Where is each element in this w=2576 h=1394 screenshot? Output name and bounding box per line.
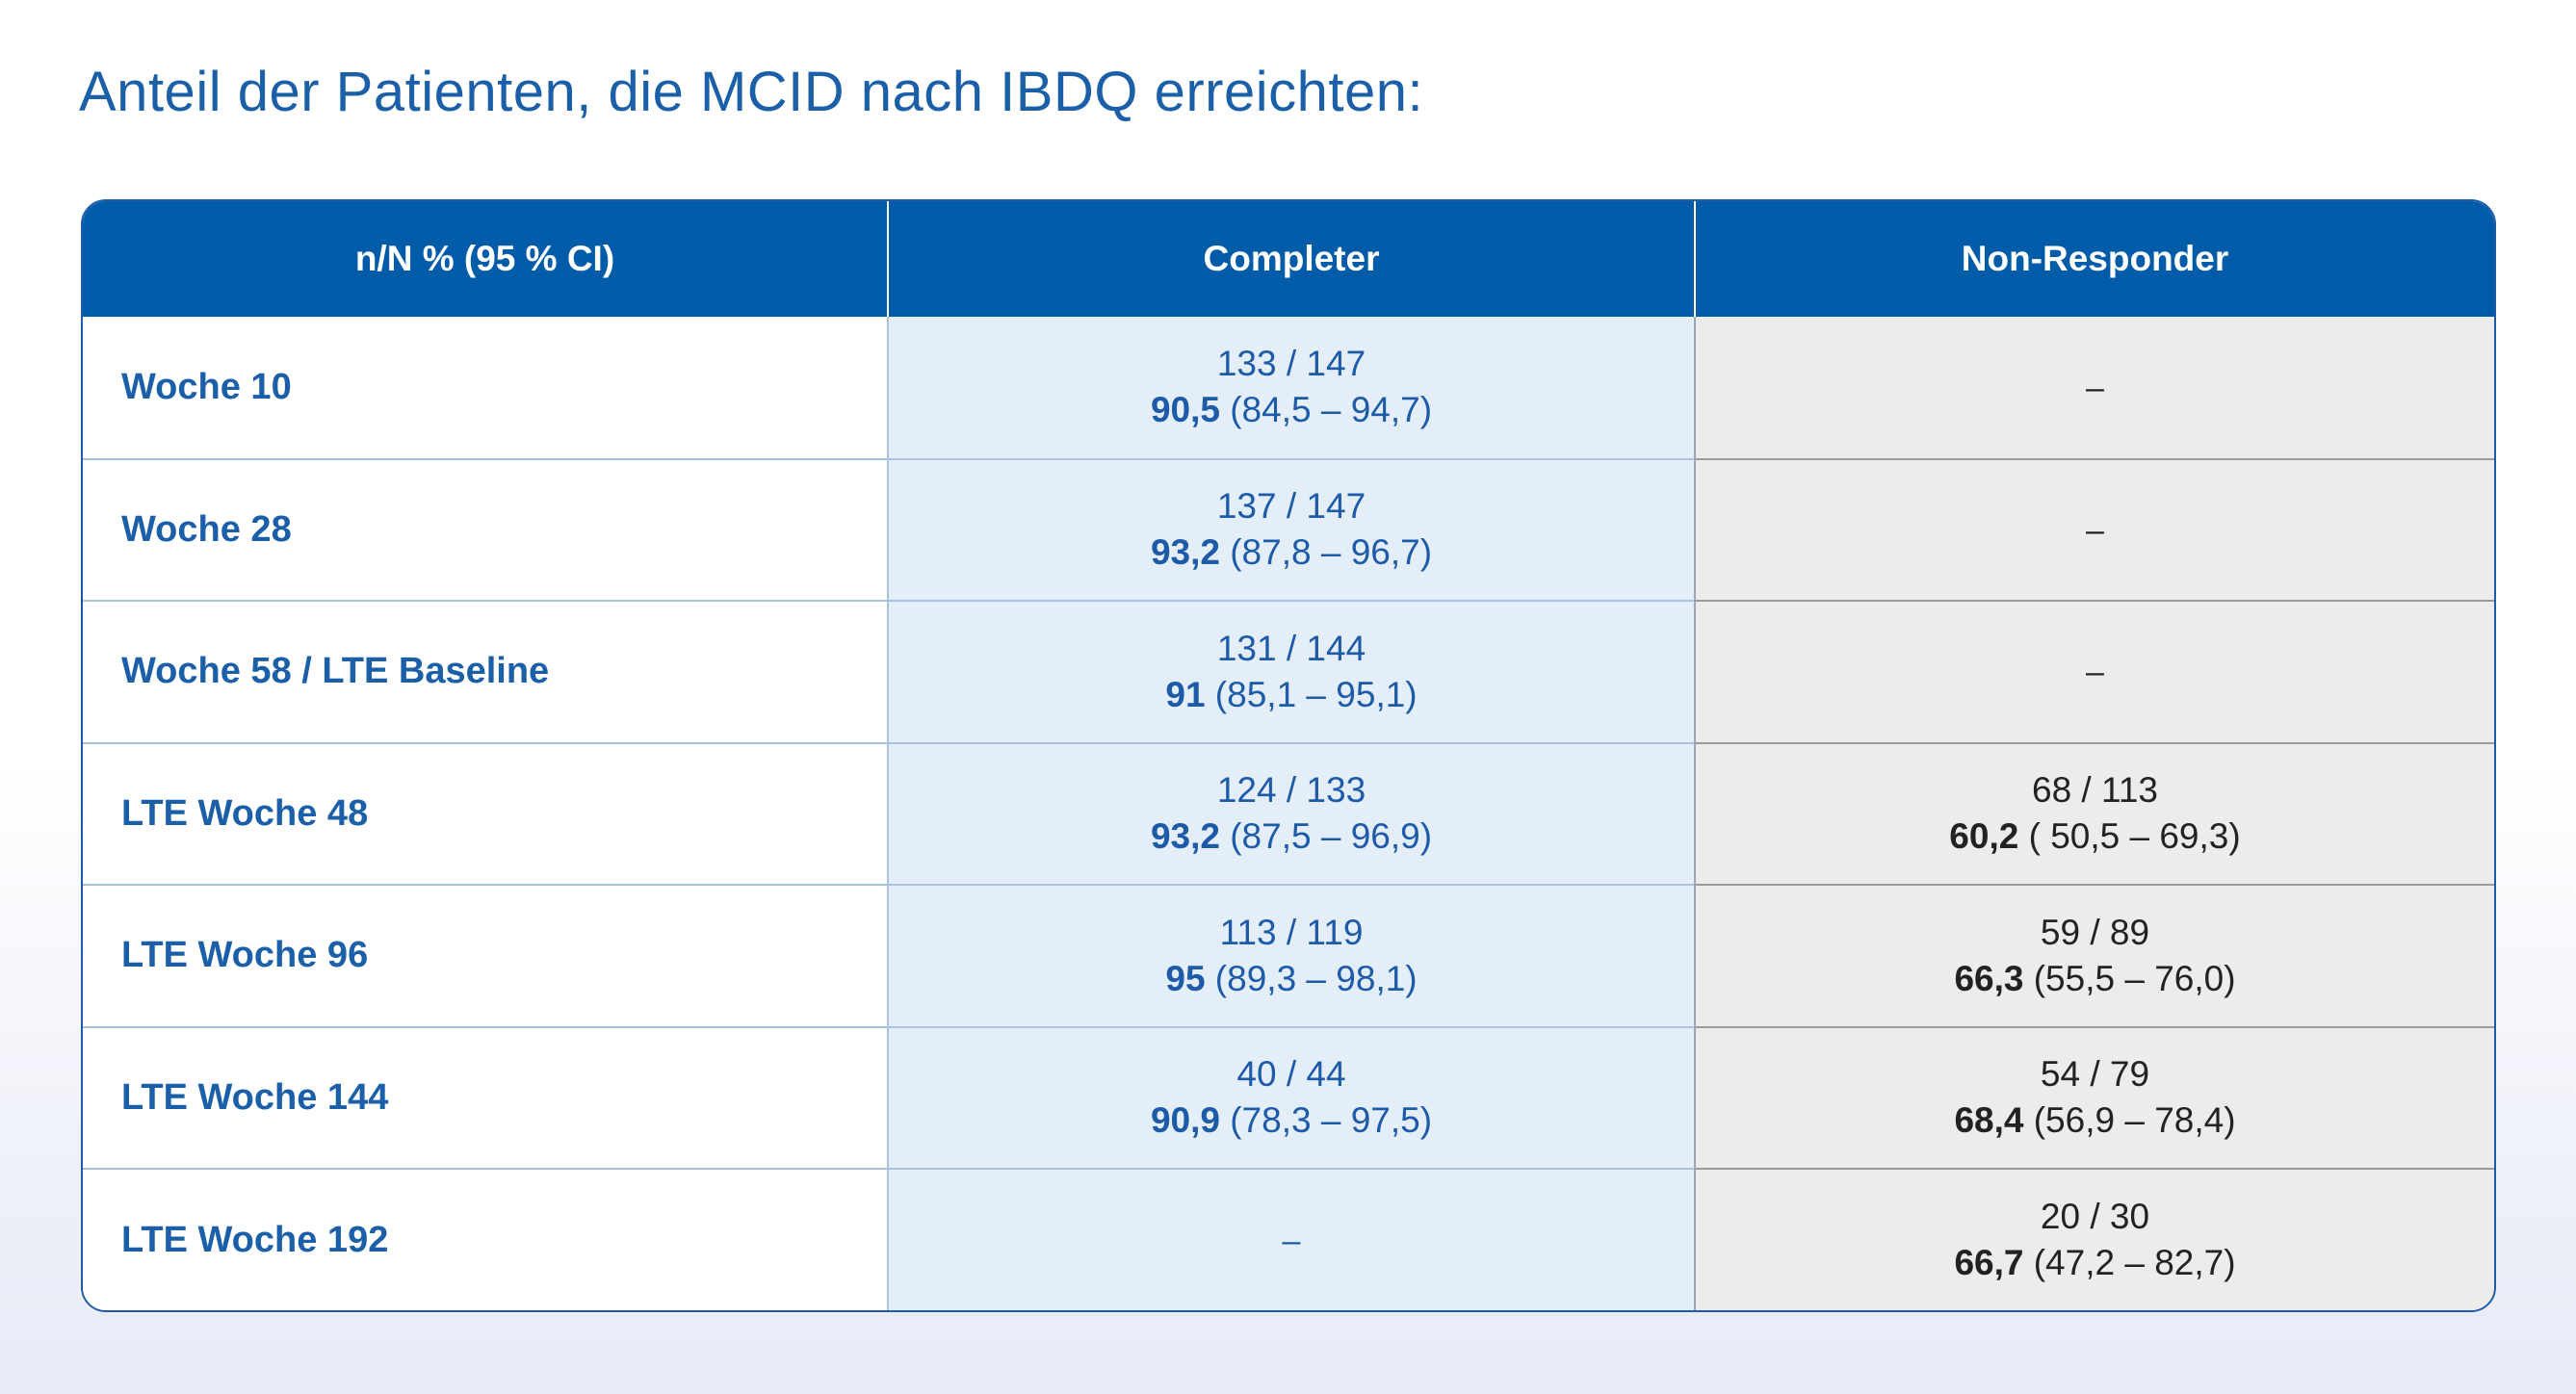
non-responder-percent-line: 68,4 (56,9 – 78,4) [1954,1100,2235,1140]
non-responder-ci: (56,9 – 78,4) [2023,1100,2236,1141]
completer-n-of-n: 131 / 144 [1216,628,1366,668]
non-responder-cell: 59 / 89 66,3 (55,5 – 76,0) [1695,884,2494,1027]
completer-cell: 137 / 147 93,2 (87,8 – 96,7) [888,457,1696,601]
table-row: Woche 28 137 / 147 93,2 (87,8 – 96,7) – [83,457,2494,601]
non-responder-cell: 68 / 113 60,2 ( 50,5 – 69,3) [1695,741,2494,885]
header-completer: Completer [887,201,1695,317]
completer-percent-line: 90,5 (84,5 – 94,7) [1151,390,1432,429]
completer-n-of-n: 113 / 119 [1219,912,1364,952]
header-metric: n/N % (95 % CI) [83,201,888,317]
non-responder-percent-line: 60,2 ( 50,5 – 69,3) [1949,816,2240,856]
row-label: LTE Woche 192 [83,1168,889,1310]
completer-n-of-n: 133 / 147 [1216,344,1366,384]
non-responder-percent: 66,7 [1954,1243,2024,1283]
completer-ci: (85,1 – 95,1) [1205,674,1418,714]
non-responder-empty: – [2086,654,2104,691]
row-label: Woche 28 [83,457,889,601]
row-label: LTE Woche 96 [83,884,889,1027]
completer-percent-line: 91 (85,1 – 95,1) [1165,675,1417,714]
non-responder-cell: – [1695,317,2494,459]
row-label: LTE Woche 144 [83,1025,889,1169]
table-row: LTE Woche 48 124 / 133 93,2 (87,5 – 96,9… [83,741,2494,885]
completer-ci: (84,5 – 94,7) [1219,390,1433,430]
completer-cell: 124 / 133 93,2 (87,5 – 96,9) [888,741,1696,885]
completer-percent-line: 93,2 (87,8 – 96,7) [1151,532,1432,572]
completer-cell: 133 / 147 90,5 (84,5 – 94,7) [888,317,1696,459]
table-row: LTE Woche 96 113 / 119 95 (89,3 – 98,1) … [83,884,2494,1027]
non-responder-ci: (55,5 – 76,0) [2023,958,2236,998]
row-label: LTE Woche 48 [83,741,889,885]
completer-percent-line: 90,9 (78,3 – 97,5) [1151,1100,1432,1140]
completer-ci: (87,5 – 96,9) [1219,816,1433,857]
table-row: Woche 58 / LTE Baseline 131 / 144 91 (85… [83,600,2494,743]
completer-empty: – [1282,1222,1301,1259]
non-responder-n-of-n: 59 / 89 [2040,912,2150,952]
non-responder-cell: 54 / 79 68,4 (56,9 – 78,4) [1695,1025,2494,1169]
non-responder-percent: 68,4 [1954,1100,2024,1141]
table-header-row: n/N % (95 % CI) Completer Non-Responder [83,201,2494,317]
non-responder-cell: 20 / 30 66,7 (47,2 – 82,7) [1695,1168,2494,1310]
completer-percent: 90,5 [1150,390,1220,430]
completer-percent: 93,2 [1150,532,1220,573]
completer-cell: 113 / 119 95 (89,3 – 98,1) [888,884,1696,1027]
results-table: n/N % (95 % CI) Completer Non-Responder … [81,199,2496,1312]
non-responder-n-of-n: 68 / 113 [2032,770,2158,811]
non-responder-cell: – [1695,457,2494,601]
non-responder-n-of-n: 54 / 79 [2040,1054,2150,1095]
completer-n-of-n: 137 / 147 [1216,486,1366,527]
non-responder-ci: (47,2 – 82,7) [2023,1243,2236,1283]
completer-n-of-n: 40 / 44 [1236,1054,1346,1095]
non-responder-empty: – [2086,511,2104,549]
completer-cell: – [888,1168,1696,1310]
table-row: Woche 10 133 / 147 90,5 (84,5 – 94,7) – [83,317,2494,459]
completer-ci: (89,3 – 98,1) [1205,958,1418,998]
table-row: LTE Woche 144 40 / 44 90,9 (78,3 – 97,5)… [83,1025,2494,1169]
non-responder-percent-line: 66,7 (47,2 – 82,7) [1954,1243,2235,1282]
row-label: Woche 58 / LTE Baseline [83,600,889,743]
non-responder-percent: 60,2 [1949,816,2019,857]
non-responder-n-of-n: 20 / 30 [2040,1197,2150,1237]
row-label: Woche 10 [83,317,889,459]
completer-percent-line: 93,2 (87,5 – 96,9) [1151,816,1432,856]
table-row: LTE Woche 192 – 20 / 30 66,7 (47,2 – 82,… [83,1168,2494,1310]
non-responder-empty: – [2086,369,2104,406]
non-responder-ci: ( 50,5 – 69,3) [2018,816,2241,857]
completer-cell: 131 / 144 91 (85,1 – 95,1) [888,600,1696,743]
page-title: Anteil der Patienten, die MCID nach IBDQ… [79,61,1424,123]
completer-percent: 90,9 [1150,1100,1220,1141]
completer-cell: 40 / 44 90,9 (78,3 – 97,5) [888,1025,1696,1169]
completer-percent: 91 [1165,674,1206,714]
completer-percent: 95 [1165,958,1206,998]
header-non-responder: Non-Responder [1694,201,2494,317]
non-responder-percent-line: 66,3 (55,5 – 76,0) [1954,959,2235,998]
completer-percent: 93,2 [1150,816,1220,857]
completer-n-of-n: 124 / 133 [1216,770,1366,811]
completer-ci: (78,3 – 97,5) [1219,1100,1433,1141]
completer-percent-line: 95 (89,3 – 98,1) [1165,959,1417,998]
non-responder-cell: – [1695,600,2494,743]
non-responder-percent: 66,3 [1954,958,2024,998]
completer-ci: (87,8 – 96,7) [1219,532,1433,573]
